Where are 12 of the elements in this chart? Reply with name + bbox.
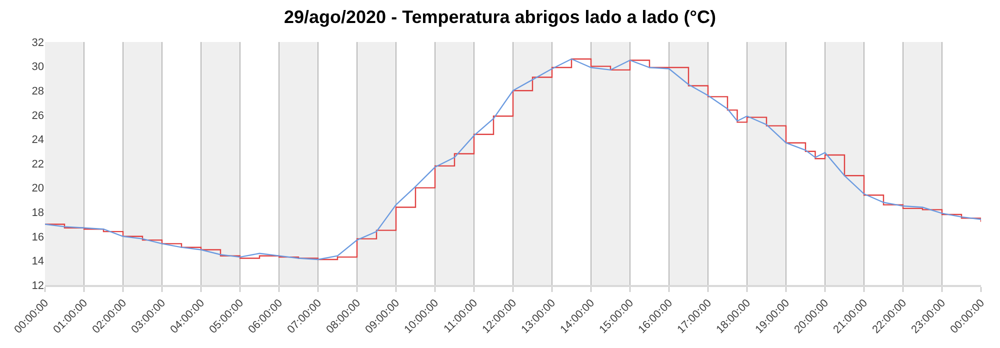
y-tick-label: 12 — [32, 280, 44, 292]
y-tick-label: 14 — [32, 256, 44, 268]
y-tick-label: 20 — [32, 182, 44, 195]
y-tick-label: 24 — [32, 134, 44, 146]
chart-title: 29/ago/2020 - Temperatura abrigos lado a lado (°C) — [284, 7, 716, 28]
y-tick-label: 18 — [32, 206, 44, 219]
y-tick-label: 22 — [32, 158, 44, 170]
y-tick-label: 30 — [32, 61, 44, 74]
y-tick-label: 28 — [32, 85, 44, 98]
y-tick-label: 32 — [32, 36, 44, 49]
y-tick-label: 16 — [32, 231, 44, 244]
y-tick-label: 26 — [32, 110, 44, 122]
